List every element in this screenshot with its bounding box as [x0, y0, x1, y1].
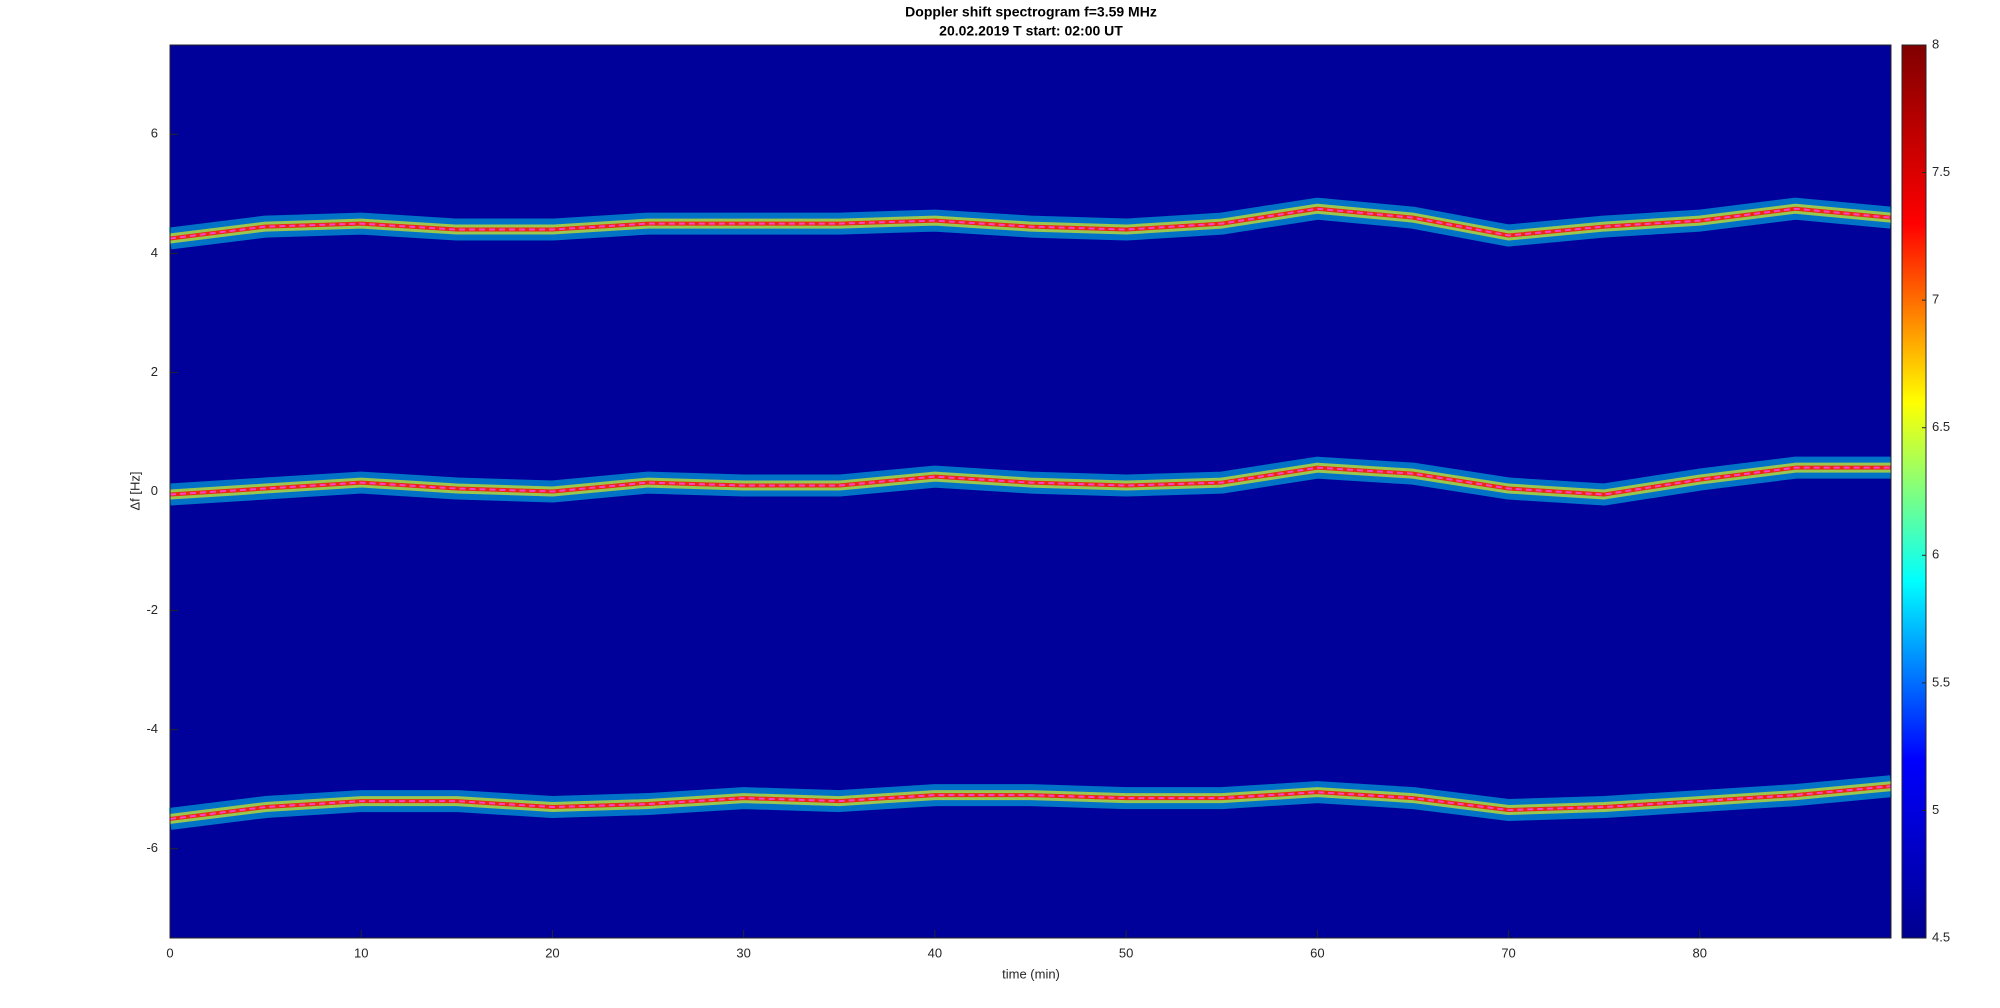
y-tick-label: 0: [151, 483, 158, 498]
y-tick-label: 6: [151, 126, 158, 141]
trace-line: [169, 207, 1892, 240]
colorbar-tick-label: 4.5: [1932, 929, 1950, 944]
x-tick-label: 80: [1693, 945, 1707, 960]
x-tick-label: 10: [354, 945, 368, 960]
x-tick-label: 30: [736, 945, 750, 960]
colorbar-tick-label: 8: [1932, 36, 1939, 51]
colorbar-tick-label: 6.5: [1932, 419, 1950, 434]
x-tick-label: 60: [1310, 945, 1324, 960]
y-tick-label: 2: [151, 364, 158, 379]
colorbar: [1901, 44, 1927, 939]
colorbar-tick-label: 7.5: [1932, 164, 1950, 179]
x-tick-label: 20: [545, 945, 559, 960]
colorbar-tick-label: 6: [1932, 547, 1939, 562]
y-tick-label: -4: [146, 721, 158, 736]
colorbar-tick-label: 7: [1932, 292, 1939, 307]
x-tick-label: 50: [1119, 945, 1133, 960]
chart-subtitle: 20.02.2019 T start: 02:00 UT: [939, 23, 1123, 39]
x-axis-label: time (min): [1002, 966, 1060, 981]
colorbar-tick-label: 5: [1932, 802, 1939, 817]
plot-frame: [169, 44, 1892, 939]
x-tick-label: 40: [928, 945, 942, 960]
y-tick-label: 4: [151, 245, 158, 260]
trace-line: [169, 466, 1891, 496]
x-tick-label: 0: [166, 945, 173, 960]
y-axis-label: Δf [Hz]: [127, 471, 142, 510]
chart-title: Doppler shift spectrogram f=3.59 MHz: [905, 4, 1157, 20]
y-tick-label: -2: [146, 602, 158, 617]
trace-line: [169, 785, 1892, 820]
colorbar-tick-label: 5.5: [1932, 674, 1950, 689]
y-tick-label: -6: [146, 840, 158, 855]
x-tick-label: 70: [1501, 945, 1515, 960]
